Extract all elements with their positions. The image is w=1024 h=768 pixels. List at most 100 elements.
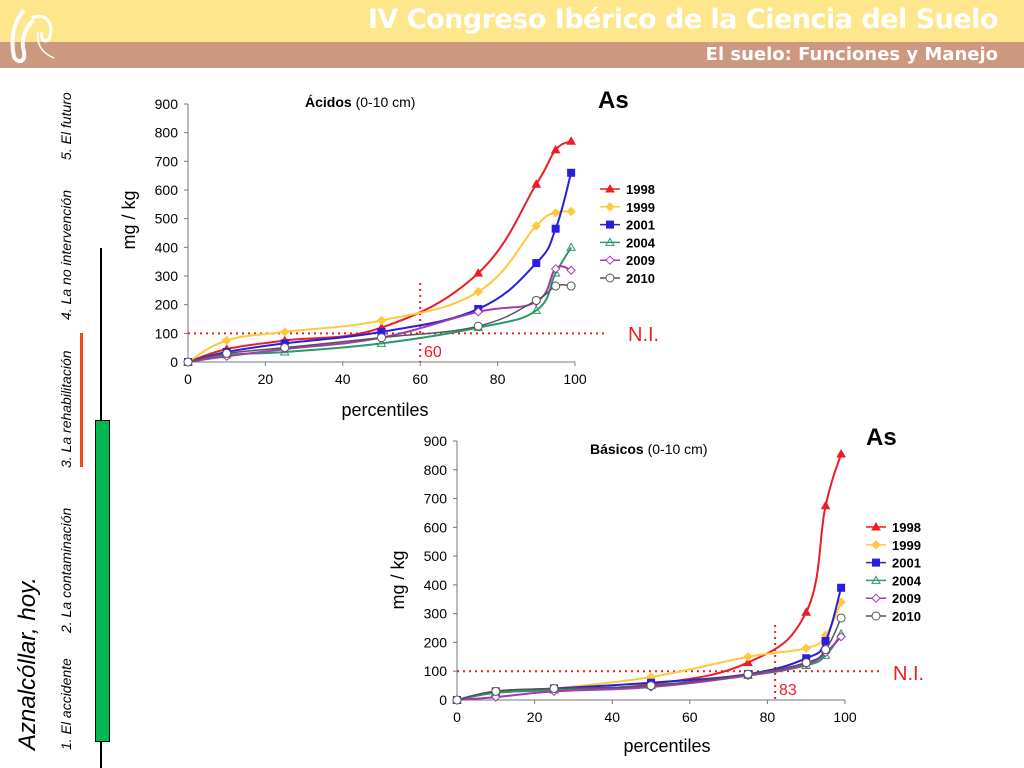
marker-diamond xyxy=(566,206,576,217)
marker-triangle xyxy=(605,237,615,246)
marker-square xyxy=(532,259,541,268)
marker-triangle xyxy=(836,448,846,458)
legend-label: 2001 xyxy=(626,218,655,233)
series-line-2009 xyxy=(456,635,842,701)
marker-diamond xyxy=(871,540,881,550)
marker-circle xyxy=(821,645,831,655)
x-tick-label: 60 xyxy=(412,371,428,387)
marker-square xyxy=(567,168,576,177)
x-tick-label: 100 xyxy=(833,709,857,725)
marker-square xyxy=(606,220,614,229)
marker-diamond xyxy=(491,692,501,702)
element-label: As xyxy=(866,424,897,451)
marker-circle xyxy=(183,357,193,367)
x-tick-label: 0 xyxy=(453,709,461,725)
series-line-2010 xyxy=(456,617,842,701)
marker-diamond xyxy=(473,287,483,297)
marker-triangle xyxy=(605,183,615,193)
marker-triangle xyxy=(473,268,484,277)
marker-circle xyxy=(377,333,386,343)
marker-circle xyxy=(280,343,290,353)
marker-triangle xyxy=(566,136,576,145)
marker-triangle xyxy=(871,521,881,531)
chart-title: Básicos (0-10 cm) xyxy=(590,441,708,457)
x-tick-label: 80 xyxy=(490,371,506,387)
marker-triangle xyxy=(531,305,542,314)
y-tick-label: 800 xyxy=(155,125,179,141)
marker-circle xyxy=(871,611,881,621)
y-tick-label: 300 xyxy=(424,606,448,622)
y-tick-label: 0 xyxy=(439,692,447,708)
marker-diamond xyxy=(605,202,615,212)
header-band xyxy=(0,0,1024,42)
y-tick-label: 200 xyxy=(155,297,179,313)
legend-label: 2009 xyxy=(626,253,655,268)
congress-subtitle: El suelo: Funciones y Manejo xyxy=(705,44,998,65)
x-tick-label: 40 xyxy=(604,709,620,725)
threshold-label: N.I. xyxy=(893,663,924,685)
marker-diamond xyxy=(473,307,483,317)
congress-title: IV Congreso Ibérico de la Ciencia del Su… xyxy=(367,4,999,35)
y-tick-label: 500 xyxy=(155,211,179,227)
chart-title-rest: (0-10 cm) xyxy=(352,94,416,110)
marker-circle xyxy=(531,295,541,305)
legend-label: 1999 xyxy=(626,200,655,215)
series-2010 xyxy=(452,613,846,705)
legend-label: 2010 xyxy=(892,609,921,624)
marker-triangle xyxy=(743,657,753,667)
marker-diamond xyxy=(566,265,576,275)
marker-square xyxy=(821,637,830,646)
marker-circle xyxy=(491,686,501,696)
x-tick-label: 80 xyxy=(760,709,776,725)
marker-circle xyxy=(646,681,656,691)
marker-diamond xyxy=(376,315,387,326)
series-line-1998 xyxy=(456,453,843,701)
y-tick-label: 800 xyxy=(424,462,448,478)
series-line-2010 xyxy=(187,284,572,363)
y-tick-label: 200 xyxy=(424,634,448,650)
legend-label: 1998 xyxy=(892,520,921,535)
marker-square xyxy=(872,558,880,567)
marker-diamond xyxy=(280,327,290,337)
percentile-marker-label: 60 xyxy=(424,344,442,361)
marker-triangle xyxy=(550,144,561,154)
marker-circle xyxy=(222,348,232,358)
y-tick-label: 700 xyxy=(155,153,179,169)
y-tick-label: 100 xyxy=(155,325,179,341)
marker-diamond xyxy=(221,335,232,346)
marker-square xyxy=(837,583,846,592)
chart-1: 0 100 200 300 400 500 600 700 800 900 0 20 40 60 80 100… xyxy=(388,424,924,756)
series-line-2004 xyxy=(187,246,572,363)
marker-triangle xyxy=(820,500,831,510)
y-axis-label: mg / kg xyxy=(388,550,408,609)
x-tick-label: 20 xyxy=(258,371,274,387)
x-tick-label: 0 xyxy=(184,371,192,387)
x-axis-label: percentiles xyxy=(341,400,428,420)
y-tick-label: 400 xyxy=(424,577,448,593)
y-tick-label: 900 xyxy=(155,96,179,112)
marker-triangle xyxy=(566,242,576,251)
series-line-2009 xyxy=(187,265,572,363)
x-axis-label: percentiles xyxy=(623,736,710,756)
element-label: As xyxy=(598,87,629,114)
y-tick-label: 600 xyxy=(424,519,448,535)
marker-circle xyxy=(566,281,576,291)
marker-diamond xyxy=(801,643,811,653)
chart-title-bold: Básicos xyxy=(590,441,644,457)
y-tick-label: 600 xyxy=(155,182,179,198)
y-tick-label: 300 xyxy=(155,268,179,284)
marker-square xyxy=(551,224,560,233)
marker-triangle xyxy=(531,179,542,188)
y-tick-label: 500 xyxy=(424,548,448,564)
congress-logo xyxy=(10,8,55,64)
x-tick-label: 20 xyxy=(527,709,543,725)
y-tick-label: 0 xyxy=(170,354,178,370)
marker-diamond xyxy=(605,255,615,265)
chart-title: Ácidos (0-10 cm) xyxy=(305,94,415,110)
marker-diamond xyxy=(743,652,753,662)
chart-title-bold: Ácidos xyxy=(305,94,352,110)
legend-label: 2004 xyxy=(892,573,922,588)
x-tick-label: 100 xyxy=(563,371,587,387)
marker-circle xyxy=(549,683,559,693)
legend-label: 2001 xyxy=(892,556,921,571)
